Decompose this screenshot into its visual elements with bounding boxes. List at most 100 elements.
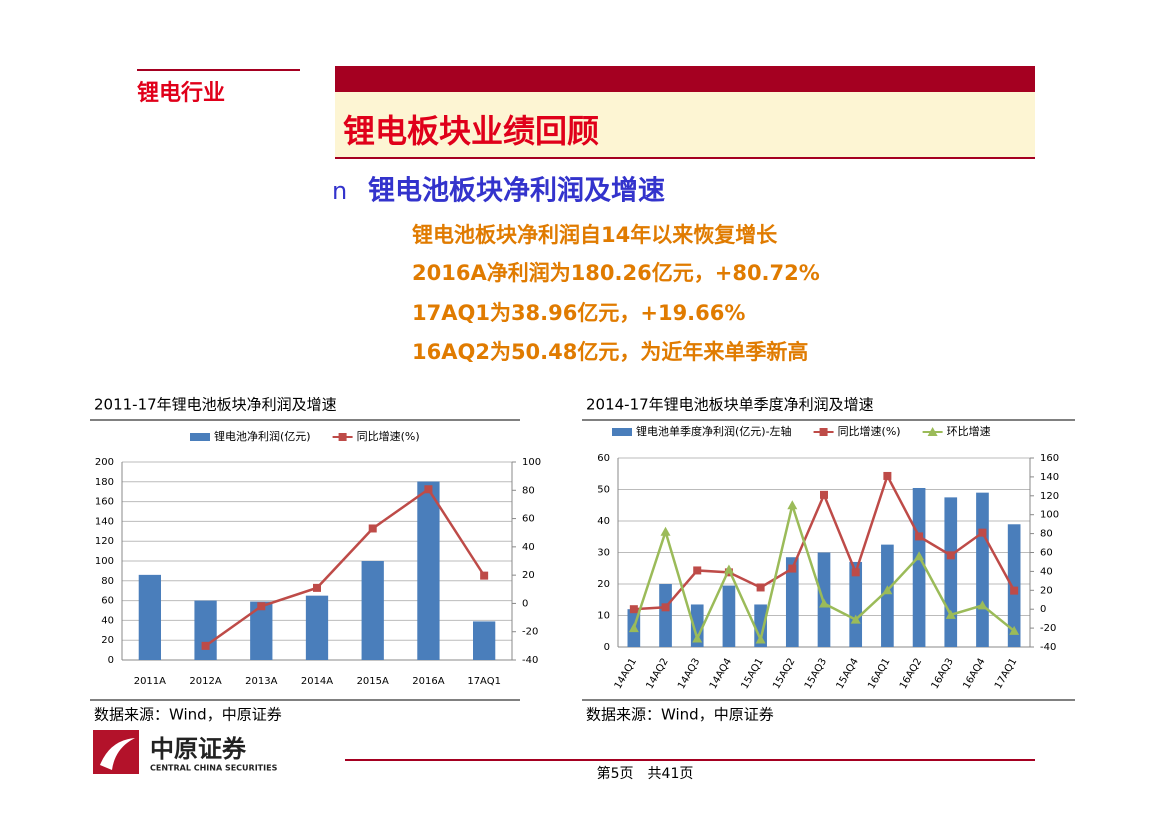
y-tick-label: 10	[597, 611, 610, 622]
x-tick-label: 14AQ1	[613, 657, 639, 692]
bar	[785, 557, 799, 647]
y2-tick-label: -20	[1040, 623, 1056, 634]
marker	[945, 609, 956, 619]
y-tick-label: 20	[597, 579, 610, 590]
legend-swatch	[190, 433, 210, 441]
y2-tick-label: -40	[522, 655, 538, 666]
marker	[424, 485, 433, 494]
y-tick-label: 30	[597, 548, 610, 559]
y2-tick-label: 60	[522, 514, 535, 525]
bar	[881, 544, 894, 647]
marker	[660, 526, 671, 536]
marker	[851, 568, 860, 577]
bar	[754, 604, 767, 647]
x-tick-label: 16AQ1	[866, 657, 892, 692]
y2-tick-label: 0	[1040, 604, 1046, 615]
marker	[480, 571, 489, 580]
x-tick-label: 14AQ4	[708, 657, 734, 692]
legend-label: 锂电池单季度净利润(亿元)-左轴	[636, 424, 792, 438]
y2-tick-label: 100	[1040, 510, 1059, 521]
marker	[819, 428, 828, 436]
marker	[883, 471, 892, 480]
x-tick-label: 15AQ3	[803, 657, 829, 692]
y-tick-label: 80	[101, 576, 114, 587]
x-tick-label: 15AQ2	[771, 657, 797, 692]
title: 锂电板块业绩回顾	[343, 112, 599, 150]
y-tick-label: 0	[604, 642, 610, 653]
bullet-marker: n	[332, 177, 347, 205]
x-tick-label: 16AQ3	[930, 657, 956, 692]
point: 16AQ2为50.48亿元，为近年来单季新高	[412, 340, 808, 364]
y-tick-label: 180	[95, 477, 114, 488]
y-tick-label: 40	[597, 516, 610, 527]
x-tick-label: 14AQ2	[644, 657, 670, 692]
x-tick-label: 2015A	[357, 676, 389, 687]
bar	[690, 604, 704, 647]
bar	[976, 492, 989, 647]
point: 2016A净利润为180.26亿元，+80.72%	[412, 261, 820, 285]
y2-tick-label: 80	[1040, 529, 1053, 540]
y2-tick-label: 100	[522, 457, 541, 468]
title-box	[335, 92, 1035, 158]
y2-tick-label: 40	[1040, 566, 1053, 577]
y2-tick-label: 160	[1040, 453, 1059, 464]
marker	[977, 600, 988, 610]
y-tick-label: 50	[597, 485, 610, 496]
x-tick-label: 2012A	[189, 676, 221, 687]
y-tick-label: 120	[95, 536, 114, 547]
section: 锂电行业	[137, 80, 225, 106]
point: 锂电池板块净利润自14年以来恢复增长	[412, 223, 778, 247]
bar	[944, 497, 958, 647]
x-tick-label: 2014A	[301, 676, 333, 687]
y-tick-label: 140	[95, 516, 114, 527]
source: 数据来源：Wind，中原证券	[586, 706, 774, 724]
x-tick-label: 16AQ2	[898, 657, 924, 692]
y-tick-label: 160	[95, 497, 114, 508]
y2-tick-label: 40	[522, 542, 535, 553]
y-tick-label: 0	[108, 655, 114, 666]
bar	[722, 585, 736, 647]
y2-tick-label: 20	[522, 570, 535, 581]
marker	[927, 427, 938, 436]
marker	[788, 564, 797, 573]
y-tick-label: 100	[95, 556, 114, 567]
x-tick-label: 2013A	[245, 676, 277, 687]
marker	[368, 524, 377, 533]
y2-tick-label: 60	[1040, 548, 1053, 559]
line	[204, 487, 486, 647]
point: 17AQ1为38.96亿元，+19.66%	[412, 301, 745, 325]
y2-tick-label: 140	[1040, 472, 1059, 483]
bar	[912, 487, 926, 647]
chart-title: 2014-17年锂电池板块单季度净利润及增速	[586, 396, 874, 414]
y-tick-label: 40	[101, 615, 114, 626]
marker	[338, 433, 347, 441]
marker	[850, 614, 861, 624]
marker	[257, 602, 266, 611]
bar	[417, 481, 440, 660]
marker	[692, 633, 703, 643]
x-tick-label: 2011A	[134, 676, 166, 687]
x-tick-label: 17AQ1	[467, 676, 501, 687]
y-tick-label: 60	[597, 453, 610, 464]
y2-tick-label: -40	[1040, 642, 1056, 653]
bar	[659, 584, 672, 647]
bar	[138, 574, 161, 660]
chart-title: 2011-17年锂电池板块净利润及增速	[94, 396, 337, 414]
logo-icon	[100, 738, 135, 770]
marker	[723, 564, 734, 574]
marker	[201, 641, 210, 650]
bar	[473, 621, 496, 660]
y-tick-label: 20	[101, 635, 114, 646]
marker	[978, 528, 987, 537]
x-tick-label: 14AQ3	[676, 657, 702, 692]
logo-name: 中原证券	[150, 735, 247, 763]
marker	[629, 605, 638, 614]
legend-label: 同比增速(%)	[838, 424, 901, 438]
bar	[250, 601, 273, 660]
marker	[1009, 625, 1020, 635]
legend-label: 环比增速	[947, 424, 991, 438]
banner	[335, 66, 1035, 92]
marker	[914, 551, 925, 561]
footer: 第5页 共41页	[597, 765, 694, 782]
